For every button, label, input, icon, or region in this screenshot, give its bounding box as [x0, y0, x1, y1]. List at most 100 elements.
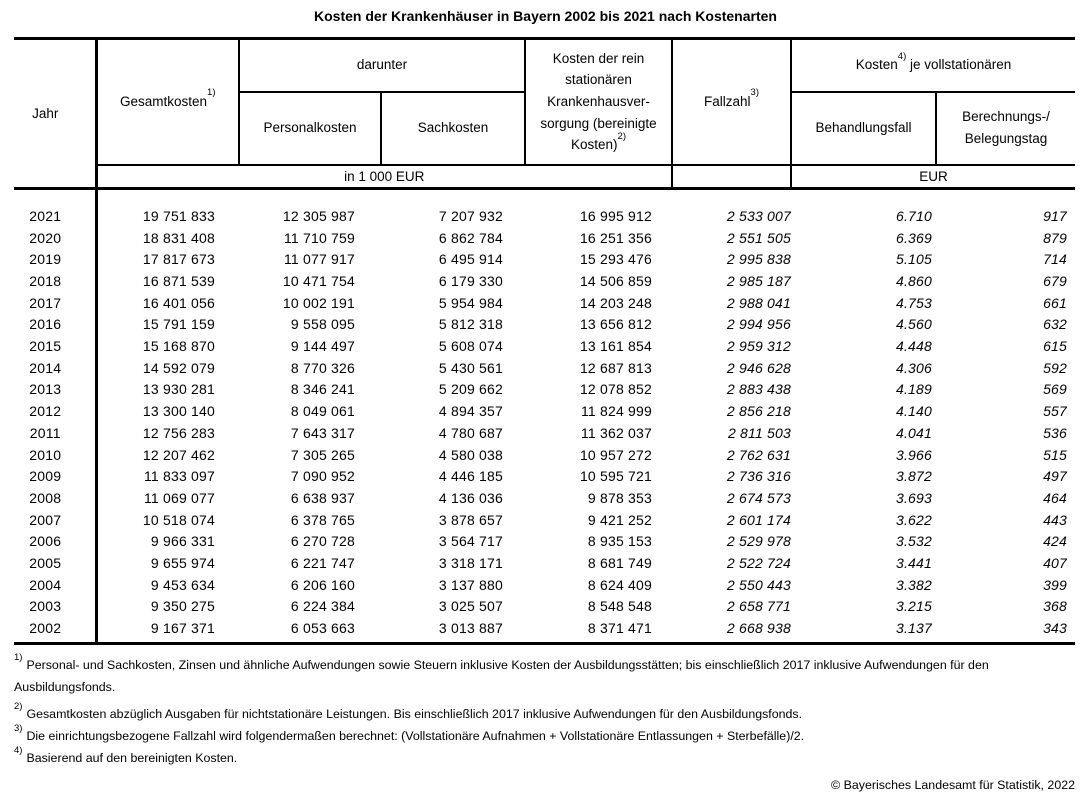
col-header-sachkosten: Sachkosten — [381, 91, 527, 166]
col-group-kosten-je-vollstationaeren: Kosten4) je vollstationären — [791, 38, 1076, 93]
footnote-3-marker: 3) — [14, 723, 23, 735]
bereinigte-kosten-cell: 8 681 749 — [587, 554, 653, 571]
berechnungstag-cell: 536 — [1043, 424, 1068, 441]
jahr-cell: 2011 — [14, 421, 98, 444]
table-row: 2016 15 791 159 9 558 095 5 812 318 13 656 8… — [14, 313, 1075, 336]
bereinigte-kosten-cell: 8 371 471 — [587, 620, 653, 636]
berechnungstag-cell: 407 — [1043, 554, 1068, 571]
jahr-cell: 2010 — [14, 443, 98, 466]
behandlungsfall-cell: 4.860 — [895, 273, 933, 289]
col-header-personalkosten: Personalkosten — [239, 91, 382, 166]
personalkosten-cell: 6 638 937 — [290, 489, 355, 506]
behandlungsfall-cell: 3.872 — [895, 468, 933, 485]
col-group-kosten-je-pre: Kosten — [855, 57, 898, 73]
col-header-berechnungstag-line2: Belegungstag — [964, 131, 1048, 146]
jahr-cell: 2007 — [14, 508, 98, 531]
jahr-cell: 2008 — [14, 487, 98, 509]
col-header-jahr: Jahr — [14, 38, 98, 191]
behandlungsfall-cell: 4.448 — [895, 338, 933, 355]
table-row: 2021 19 751 833 12 305 987 7 207 932 16 995 … — [14, 188, 1075, 227]
fallzahl-cell: 2 959 312 — [726, 338, 792, 355]
behandlungsfall-cell: 4.140 — [895, 403, 933, 420]
bereinigte-kosten-cell: 11 824 999 — [580, 403, 653, 420]
berechnungstag-cell: 464 — [1043, 489, 1068, 506]
table-row: 2005 9 655 974 6 221 747 3 318 171 8 681 749… — [14, 552, 1075, 574]
berechnungstag-cell: 497 — [1043, 468, 1068, 485]
col-header-berechnungstag-line1: Berechnungs-/ — [962, 109, 1050, 124]
personalkosten-cell: 8 049 061 — [290, 403, 355, 420]
berechnungstag-cell: 632 — [1043, 316, 1068, 333]
jahr-cell: 2016 — [14, 313, 98, 336]
fallzahl-cell: 2 883 438 — [726, 381, 792, 398]
fallzahl-cell: 2 994 956 — [726, 316, 792, 333]
footnote-2: 2)Gesamtkosten abzüglich Ausgaben für ni… — [14, 701, 1075, 723]
gesamtkosten-cell: 10 518 074 — [142, 511, 215, 528]
table-row: 2007 10 518 074 6 378 765 3 878 657 9 421 25… — [14, 508, 1075, 531]
copyright-notice: © Bayerisches Landesamt für Statistik, 2… — [831, 778, 1075, 792]
gesamtkosten-cell: 9 167 371 — [150, 620, 215, 636]
personalkosten-cell: 9 144 497 — [290, 338, 355, 355]
behandlungsfall-cell: 3.215 — [895, 598, 933, 615]
berechnungstag-cell: 615 — [1043, 338, 1068, 355]
bereinigte-kosten-cell: 14 203 248 — [579, 294, 653, 311]
berechnungstag-cell: 443 — [1043, 511, 1068, 528]
col-group-darunter-label: darunter — [356, 57, 408, 73]
bereinigte-kosten-cell: 13 656 812 — [579, 316, 653, 333]
berechnungstag-cell: 592 — [1043, 359, 1068, 376]
col-header-bereinigte-kosten: Kosten der rein stationären Krankenhausv… — [525, 38, 674, 166]
fallzahl-cell: 2 529 978 — [726, 533, 792, 550]
col-header-jahr-label: Jahr — [32, 105, 59, 121]
behandlungsfall-cell: 3.441 — [895, 554, 933, 571]
footnote-marker-2: 2) — [617, 130, 626, 142]
behandlungsfall-cell: 3.622 — [895, 511, 933, 528]
footnote-3-text: Die einrichtungsbezogene Fallzahl wird f… — [26, 729, 805, 744]
bereinigte-kosten-cell: 10 957 272 — [579, 446, 653, 463]
fallzahl-cell: 2 988 041 — [726, 294, 792, 311]
fallzahl-cell: 2 658 771 — [726, 598, 792, 615]
gesamtkosten-cell: 14 592 079 — [142, 359, 215, 376]
bereinigte-kosten-cell: 16 251 356 — [579, 229, 653, 246]
footnote-3: 3)Die einrichtungsbezogene Fallzahl wird… — [14, 723, 1075, 745]
gesamtkosten-cell: 15 791 159 — [142, 316, 215, 333]
behandlungsfall-cell: 3.382 — [895, 576, 933, 593]
bereinigte-kosten-cell: 15 293 476 — [579, 251, 653, 268]
sachkosten-cell: 3 025 507 — [438, 598, 504, 615]
fallzahl-cell: 2 533 007 — [726, 207, 792, 224]
col-header-personalkosten-label: Personalkosten — [263, 120, 357, 136]
jahr-cell: 2015 — [14, 335, 98, 357]
footnote-marker-1: 1) — [207, 87, 216, 99]
fallzahl-cell: 2 995 838 — [726, 251, 792, 268]
behandlungsfall-cell: 6.369 — [895, 229, 933, 246]
fallzahl-cell: 2 736 316 — [726, 468, 792, 485]
table-row: 2019 17 817 673 11 077 917 6 495 914 15 293 … — [14, 248, 1075, 271]
jahr-cell: 2018 — [14, 270, 98, 292]
jahr-cell: 2003 — [14, 595, 98, 618]
jahr-cell: 2012 — [14, 400, 98, 422]
sachkosten-cell: 4 780 687 — [438, 424, 504, 441]
behandlungsfall-cell: 4.560 — [895, 316, 933, 333]
gesamtkosten-cell: 11 833 097 — [143, 468, 215, 485]
jahr-cell: 2020 — [14, 226, 98, 249]
footnote-4: 4)Basierend auf den bereinigten Kosten. — [14, 745, 1075, 767]
personalkosten-cell: 12 305 987 — [282, 207, 355, 224]
personalkosten-cell: 6 224 384 — [290, 598, 355, 615]
table-body: 2021 19 751 833 12 305 987 7 207 932 16 995 … — [14, 188, 1075, 644]
berechnungstag-cell: 368 — [1043, 598, 1068, 615]
col-header-bereinigte-kosten-label: Kosten der rein stationären Krankenhausv… — [540, 50, 657, 153]
gesamtkosten-cell: 15 168 870 — [142, 338, 215, 355]
personalkosten-cell: 6 053 663 — [290, 620, 355, 636]
unit-label-left: in 1 000 EUR — [96, 164, 674, 191]
personalkosten-cell: 11 077 917 — [283, 251, 355, 268]
gesamtkosten-cell: 13 930 281 — [142, 381, 215, 398]
gesamtkosten-cell: 12 207 462 — [142, 446, 215, 463]
behandlungsfall-cell: 4.306 — [895, 359, 933, 376]
page-title: Kosten der Krankenhäuser in Bayern 2002 … — [314, 8, 777, 24]
bereinigte-kosten-cell: 9 421 252 — [587, 511, 653, 528]
gesamtkosten-cell: 12 756 283 — [142, 424, 215, 441]
gesamtkosten-cell: 9 350 275 — [150, 598, 215, 615]
fallzahl-cell: 2 551 505 — [726, 229, 792, 246]
bereinigte-kosten-cell: 8 624 409 — [587, 576, 653, 593]
table-row: 2015 15 168 870 9 144 497 5 608 074 13 161 8… — [14, 335, 1075, 357]
personalkosten-cell: 6 206 160 — [290, 576, 355, 593]
sachkosten-cell: 5 430 561 — [438, 359, 504, 376]
